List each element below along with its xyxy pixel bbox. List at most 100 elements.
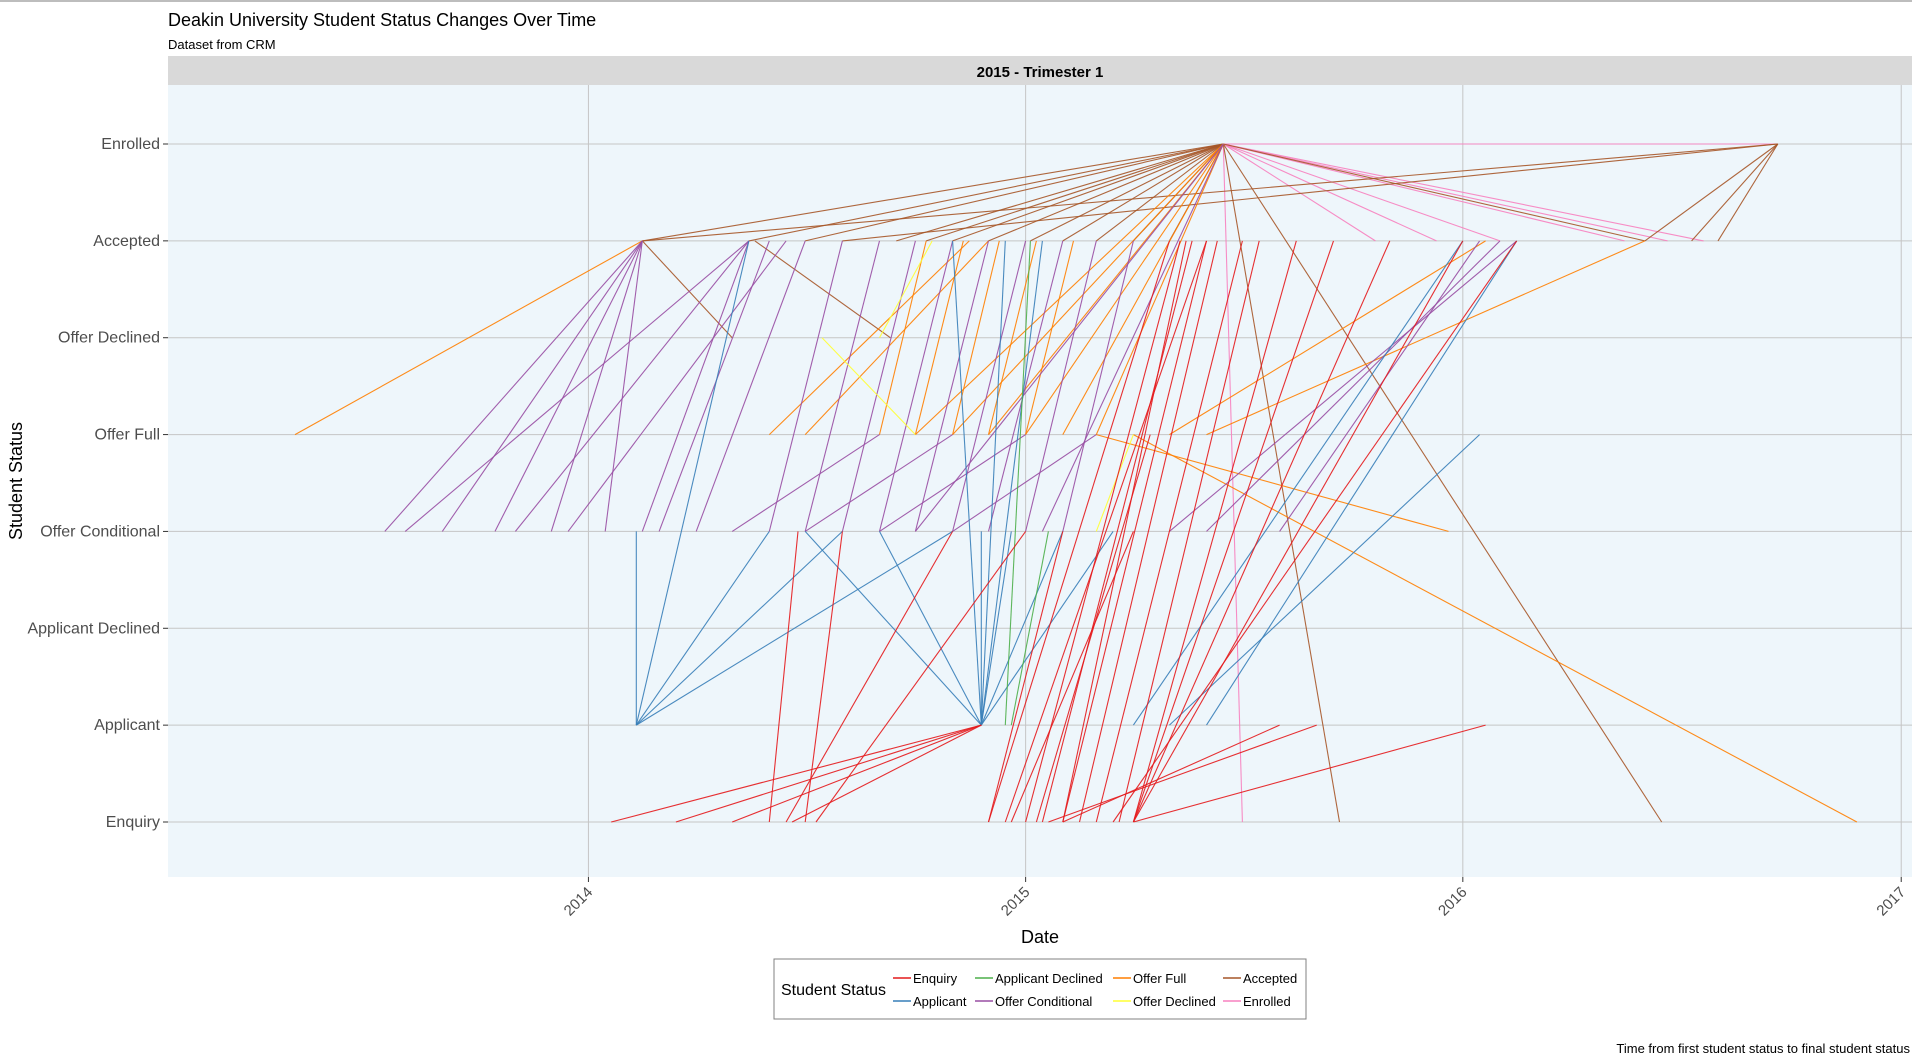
status-transition-line (1206, 240, 1518, 726)
legend-label: Offer Full (1133, 971, 1186, 986)
status-transition-line (384, 240, 643, 532)
status-transition-line (1095, 434, 1134, 532)
status-transition-line (1132, 240, 1297, 823)
status-transition-line (635, 240, 750, 726)
status-transition-line (658, 240, 770, 532)
status-transition-line (878, 240, 927, 435)
status-transition-line (635, 531, 770, 726)
status-transition-line (821, 337, 916, 435)
status-transition-line (914, 143, 1224, 532)
status-transition-line (604, 240, 643, 532)
status-transition-line (926, 143, 1224, 242)
status-transition-line (1222, 143, 1243, 823)
status-transition-line (1223, 143, 1668, 242)
legend-label: Accepted (1243, 971, 1297, 986)
legend-label: Offer Declined (1133, 994, 1216, 1009)
status-transition-line (1223, 143, 1501, 242)
chart-subtitle: Dataset from CRM (168, 37, 276, 52)
status-transition-line (896, 143, 1224, 242)
status-transition-line (1133, 724, 1486, 823)
legend-label: Enrolled (1243, 994, 1291, 1009)
status-transition-line (404, 240, 750, 532)
status-transition-line (675, 724, 982, 823)
status-transition-line (914, 240, 964, 435)
status-transition-line (1025, 240, 1181, 823)
status-transition-line (1132, 240, 1464, 823)
status-transition-line (1062, 240, 1187, 823)
status-transition-line (514, 240, 750, 532)
status-transition-line (1717, 143, 1779, 242)
status-transition-line (567, 240, 787, 532)
y-tick-label: Offer Full (95, 427, 161, 444)
status-transition-line (1223, 143, 1646, 242)
status-transition-line (768, 240, 970, 435)
status-transition-line (988, 143, 1224, 242)
status-transition-line (441, 240, 643, 532)
status-transition-line (987, 240, 1170, 823)
status-transition-line (815, 531, 1027, 823)
status-transition-line (791, 724, 982, 823)
status-transition-line (915, 143, 1224, 435)
facet-strip (168, 56, 1912, 85)
status-transition-line (914, 240, 990, 532)
status-transition-line (1062, 240, 1134, 532)
status-transition-line (1041, 240, 1193, 823)
status-transition-line (1062, 724, 1280, 823)
status-transition-line (1025, 143, 1224, 435)
status-transition-line (841, 240, 916, 532)
status-transition-line (980, 531, 1114, 726)
legend-label: Applicant (913, 994, 967, 1009)
status-transition-line (952, 240, 1000, 435)
status-transition-line (1644, 143, 1779, 242)
status-transition-line (987, 531, 1064, 823)
status-transition-line (642, 143, 1224, 242)
legend-label: Applicant Declined (995, 971, 1103, 986)
status-transition-line (785, 531, 954, 823)
status-transition-line (804, 240, 881, 532)
status-transition-line (1691, 143, 1779, 242)
status-transition-line (805, 143, 1224, 242)
chart-title: Deakin University Student Status Changes… (168, 10, 596, 30)
y-axis-title: Student Status (6, 422, 26, 540)
status-transition-line (987, 240, 1064, 532)
segments-layer (294, 143, 1858, 823)
status-transition-line (879, 434, 1026, 532)
status-transition-line (1169, 240, 1518, 532)
status-transition-line (878, 240, 954, 532)
x-tick-label: 2016 (1435, 884, 1471, 920)
y-tick-label: Offer Conditional (40, 523, 160, 540)
status-transition-line (1118, 240, 1260, 823)
status-transition-line (1206, 240, 1501, 532)
status-transition-line (804, 240, 989, 435)
status-transition-line (695, 240, 806, 532)
grid-layer (168, 85, 1912, 877)
status-transition-line (804, 531, 982, 726)
status-transition-line (804, 531, 843, 823)
status-transition-line (1133, 434, 1858, 823)
status-transition-line (494, 240, 643, 532)
status-transition-line (731, 434, 880, 532)
status-transition-line (1010, 531, 1134, 823)
x-tick-label: 2015 (998, 884, 1034, 920)
status-transition-line (1222, 143, 1341, 823)
status-transition-line (641, 240, 733, 339)
status-transition-line (1206, 240, 1646, 436)
status-transition-line (550, 240, 643, 532)
status-transition-line (980, 240, 1006, 726)
status-transition-line (1095, 240, 1243, 823)
status-transition-line (1041, 143, 1224, 532)
x-tick-label: 2017 (1873, 884, 1909, 920)
legend-label: Enquiry (913, 971, 958, 986)
status-transition-line (754, 240, 891, 339)
status-transition-line (1132, 240, 1335, 823)
status-transition-line (952, 434, 1097, 532)
status-transition-line (980, 240, 1043, 726)
status-transition-line (1112, 240, 1518, 823)
status-transition-line (1132, 240, 1464, 726)
legend-box (773, 958, 1307, 1020)
y-tick-label: Enquiry (106, 814, 160, 831)
status-transition-line (980, 531, 1012, 726)
status-transition-line (1062, 143, 1224, 435)
status-transition-line (980, 531, 1064, 726)
